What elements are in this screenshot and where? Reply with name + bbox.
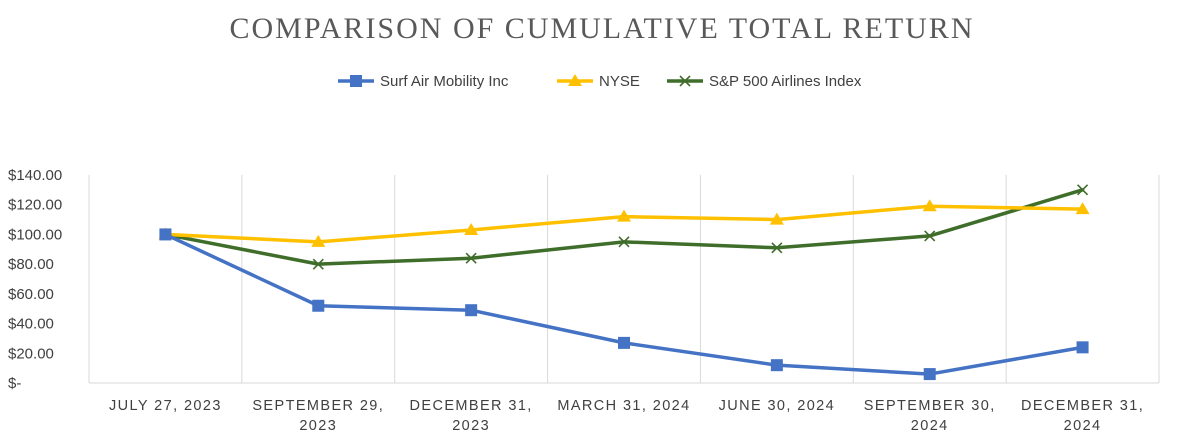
data-point — [312, 299, 325, 312]
data-point — [1076, 341, 1089, 354]
series-nyse — [158, 199, 1090, 247]
data-point — [465, 252, 477, 264]
data-point — [1075, 202, 1090, 215]
data-point — [923, 368, 936, 381]
series-surf-air-mobility-inc — [159, 228, 1089, 381]
x-tick-label: MARCH 31, 2024 — [557, 398, 690, 414]
data-point — [350, 75, 362, 87]
data-point — [617, 209, 631, 222]
y-tick-label: $60.00 — [8, 286, 54, 303]
legend-label: NYSE — [599, 73, 640, 90]
data-point — [769, 212, 784, 225]
series-line — [163, 188, 1085, 266]
x-tick-label: JULY 27, 2023 — [109, 398, 222, 414]
data-point — [159, 228, 172, 241]
y-tick-label: $- — [8, 375, 21, 392]
y-tick-label: $120.00 — [8, 197, 62, 214]
x-tick-label: DECEMBER 31, 2024 — [1021, 398, 1144, 434]
legend-label: Surf Air Mobility Inc — [380, 73, 509, 90]
legend-item: NYSE — [557, 73, 640, 90]
y-tick-label: $20.00 — [8, 345, 54, 362]
data-point — [568, 74, 582, 86]
legend: Surf Air Mobility Inc NYSE S&P 500 Airline… — [338, 73, 862, 90]
data-point — [679, 75, 691, 87]
x-tick-label: JUNE 30, 2024 — [719, 398, 836, 414]
chart-title: COMPARISON OF CUMULATIVE TOTAL RETURN — [229, 12, 975, 45]
data-point — [465, 304, 478, 317]
data-point — [618, 236, 630, 248]
x-tick-label: SEPTEMBER 29, 2023 — [252, 398, 384, 434]
y-tick-label: $100.00 — [8, 226, 62, 243]
data-point — [922, 199, 937, 212]
series-line — [163, 232, 1085, 376]
gridlines — [88, 175, 1160, 383]
series-s-p-500-airlines-index — [159, 184, 1089, 270]
x-tick-label: DECEMBER 31, 2023 — [410, 398, 533, 434]
data-point — [1077, 184, 1089, 196]
x-tick-label: SEPTEMBER 30, 2024 — [864, 398, 996, 434]
data-point — [464, 222, 479, 235]
y-tick-label: $80.00 — [8, 256, 54, 273]
data-point — [924, 230, 936, 242]
data-point — [618, 336, 630, 349]
legend-item: S&P 500 Airlines Index — [667, 73, 862, 90]
data-point — [311, 234, 326, 247]
y-tick-label: $40.00 — [8, 316, 54, 333]
legend-label: S&P 500 Airlines Index — [709, 73, 862, 90]
data-point — [771, 242, 783, 254]
x-axis-ticks: JULY 27, 2023 SEPTEMBER 29, 2023 DECEMBER 3… — [109, 398, 1144, 434]
y-axis-ticks: $- $20.00 $40.00 $60.00 $80.00 $100.00 $120.00… — [8, 167, 62, 392]
data-point — [770, 359, 783, 372]
series-group — [158, 184, 1090, 381]
legend-item: Surf Air Mobility Inc — [338, 73, 509, 90]
y-tick-label: $140.00 — [8, 167, 62, 184]
data-point — [312, 258, 324, 270]
